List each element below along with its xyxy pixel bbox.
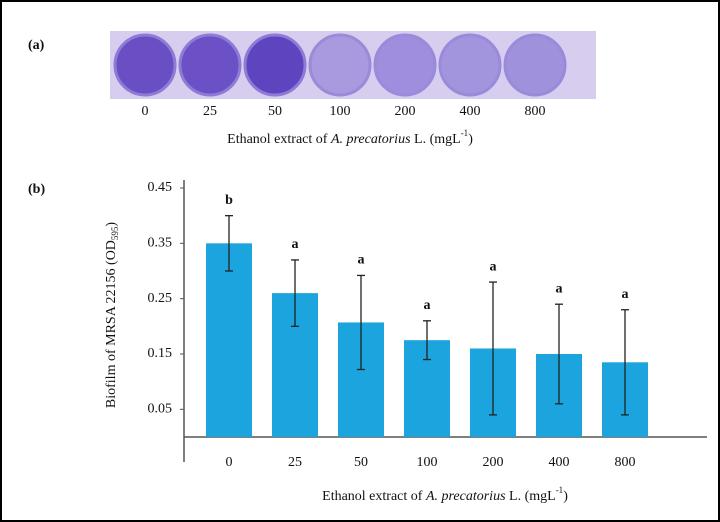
y-tick-label: 0.15 <box>148 346 173 361</box>
panel-label: (a) <box>28 38 45 53</box>
y-tick-label: 0.25 <box>148 291 173 306</box>
label-part: Ethanol extract of <box>322 489 426 504</box>
well <box>375 35 435 95</box>
x-tick-label: 25 <box>288 455 302 470</box>
x-tick-label: 0 <box>226 455 233 470</box>
significance-letter: a <box>292 237 299 252</box>
page: {"panel_a": {"label": "(a)", "wells": ["… <box>0 0 720 522</box>
well-label: 50 <box>268 104 282 119</box>
well <box>310 35 370 95</box>
figure: (a) Ethanol extract of A. precatorius L.… <box>0 0 720 522</box>
label-part: L. (mgL <box>506 489 556 504</box>
label-part: L. (mgL <box>411 132 461 147</box>
label-part: Ethanol extract of <box>227 132 331 147</box>
well-label: 800 <box>525 104 546 119</box>
well-label: 25 <box>203 104 217 119</box>
label-part: ) <box>468 132 473 147</box>
significance-letter: a <box>556 281 563 296</box>
well-strip <box>110 31 596 99</box>
y-tick-label: 0.35 <box>148 236 173 251</box>
label-part: 595 <box>110 226 120 240</box>
well-label: 200 <box>395 104 416 119</box>
label-part: -1 <box>461 128 469 138</box>
significance-letter: a <box>358 253 365 268</box>
well <box>115 35 175 95</box>
y-tick-label: 0.45 <box>148 180 173 195</box>
well-label: 400 <box>460 104 481 119</box>
x-tick-label: 50 <box>354 455 368 470</box>
x-tick-label: 200 <box>483 455 504 470</box>
well <box>180 35 240 95</box>
label-part: A. precatorius <box>425 489 506 504</box>
significance-letter: b <box>225 193 233 208</box>
bar <box>206 243 252 437</box>
y-axis-label: Biofilm of MRSA 22156 (OD595) <box>104 222 120 409</box>
well-label: 0 <box>142 104 149 119</box>
well <box>505 35 565 95</box>
significance-letter: a <box>490 259 497 274</box>
x-tick-label: 400 <box>549 455 570 470</box>
well <box>245 35 305 95</box>
x-tick-label: 800 <box>615 455 636 470</box>
y-tick-label: 0.05 <box>148 402 173 417</box>
label-part: ) <box>563 489 568 504</box>
significance-letter: a <box>424 298 431 313</box>
label-part: -1 <box>556 485 564 495</box>
label-part: A. precatorius <box>330 132 411 147</box>
well-label: 100 <box>330 104 351 119</box>
x-tick-label: 100 <box>417 455 438 470</box>
significance-letter: a <box>622 287 629 302</box>
well <box>440 35 500 95</box>
label-part: Biofilm of MRSA 22156 (OD <box>104 240 119 408</box>
panel-label: (b) <box>28 182 45 197</box>
label-part: ) <box>104 222 119 227</box>
